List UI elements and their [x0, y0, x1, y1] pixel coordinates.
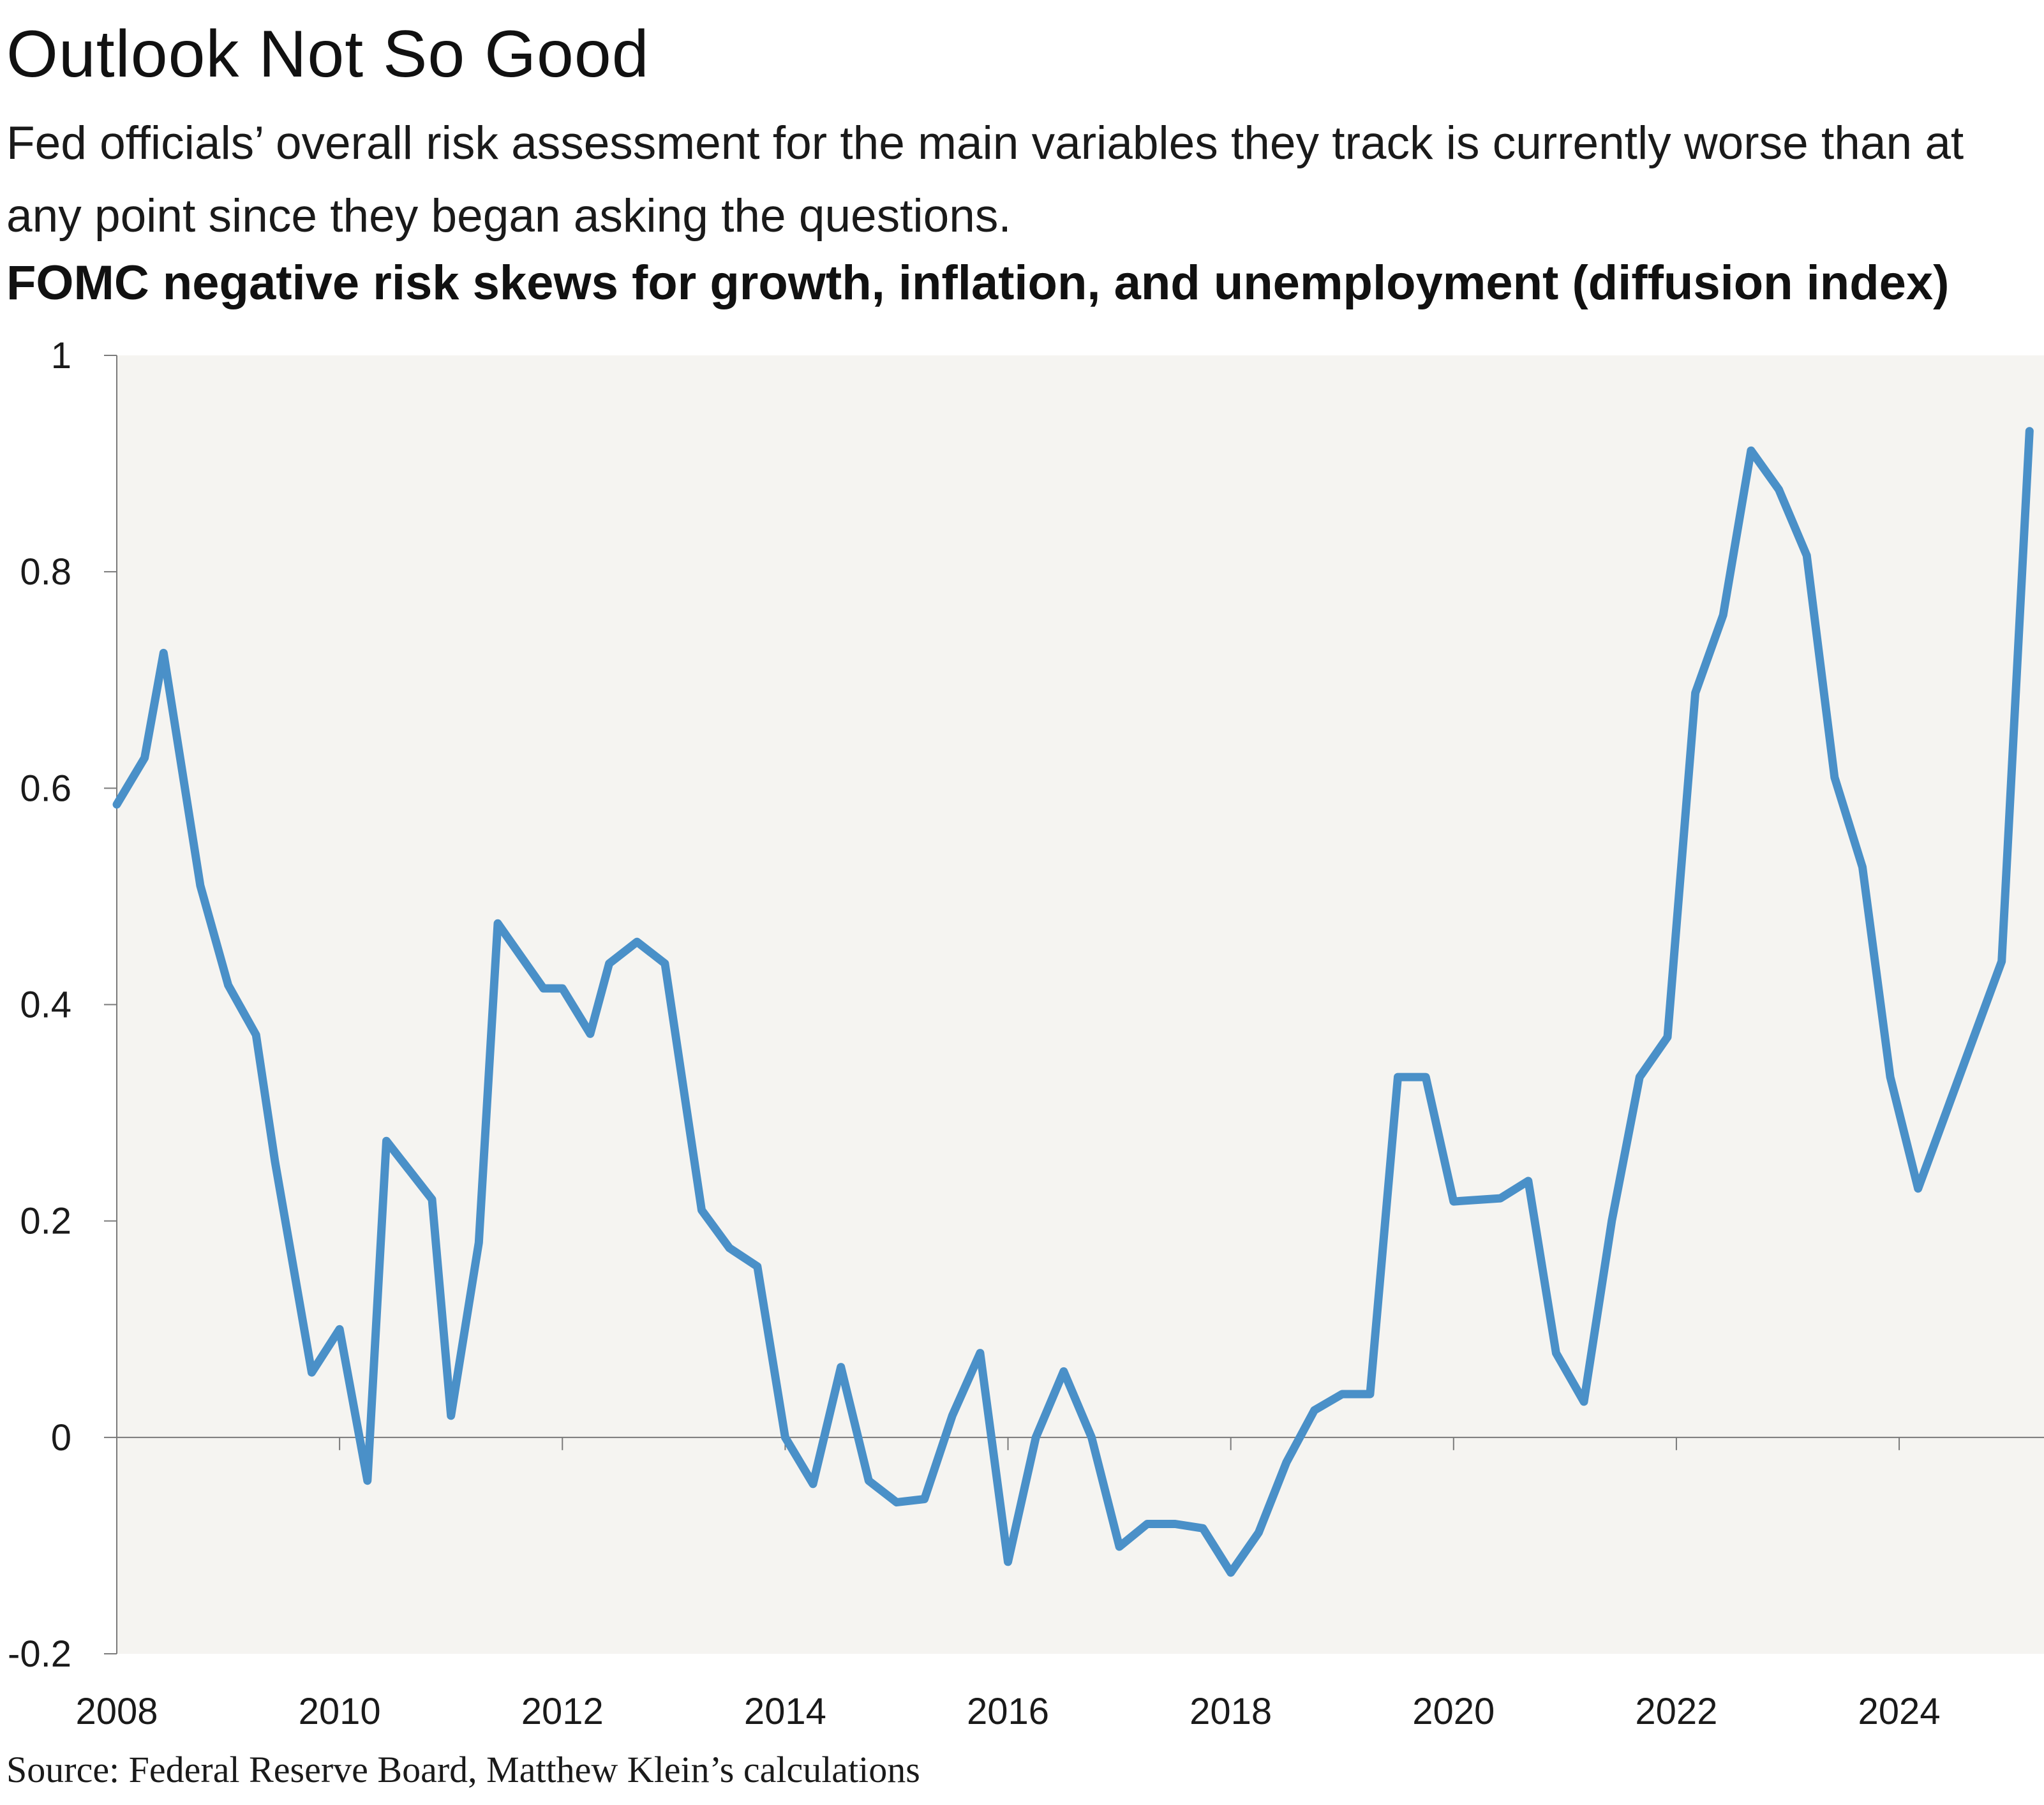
x-tick-label: 2014	[744, 1691, 826, 1732]
x-tick-label: 2024	[1858, 1691, 1941, 1732]
x-tick-label: 2022	[1635, 1691, 1717, 1732]
line-chart: -0.200.20.40.60.81 2008 2010 2012 2014 2016 2…	[8, 335, 2044, 1732]
source-note: Source: Federal Reserve Board, Matthew K…	[6, 1749, 920, 1790]
y-tick-label: 0.6	[20, 768, 71, 809]
y-axis: -0.2 0 0.2 0.4 0.6 0.8 1	[8, 335, 117, 1675]
x-axis: 2008 2010 2012 2014 2016 2018 2020 2022 2024	[75, 1436, 2044, 1732]
x-tick-label: 2020	[1412, 1691, 1495, 1732]
x-tick-label: 2010	[299, 1691, 381, 1732]
y-tick-label: 0.4	[20, 984, 71, 1026]
y-tick-label: 0	[51, 1417, 71, 1459]
x-tick-label: 2008	[75, 1691, 158, 1732]
y-tick-label: 0.2	[20, 1201, 71, 1242]
page-title: Outlook Not So Good	[6, 17, 650, 91]
x-tick-label: 2018	[1190, 1691, 1272, 1732]
y-tick-label: 0.8	[20, 551, 71, 593]
y-tick-label: -0.2	[8, 1633, 71, 1675]
x-tick-label: 2012	[521, 1691, 604, 1732]
risk-skew-line	[112, 427, 2034, 1577]
chart-title: FOMC negative risk skews for growth, inf…	[6, 256, 1950, 310]
y-tick-label: 1	[51, 335, 71, 376]
plot-background	[117, 355, 2044, 1654]
page-subtitle: Fed officials’ overall risk assessment f…	[6, 117, 1964, 242]
x-tick-label: 2016	[967, 1691, 1049, 1732]
